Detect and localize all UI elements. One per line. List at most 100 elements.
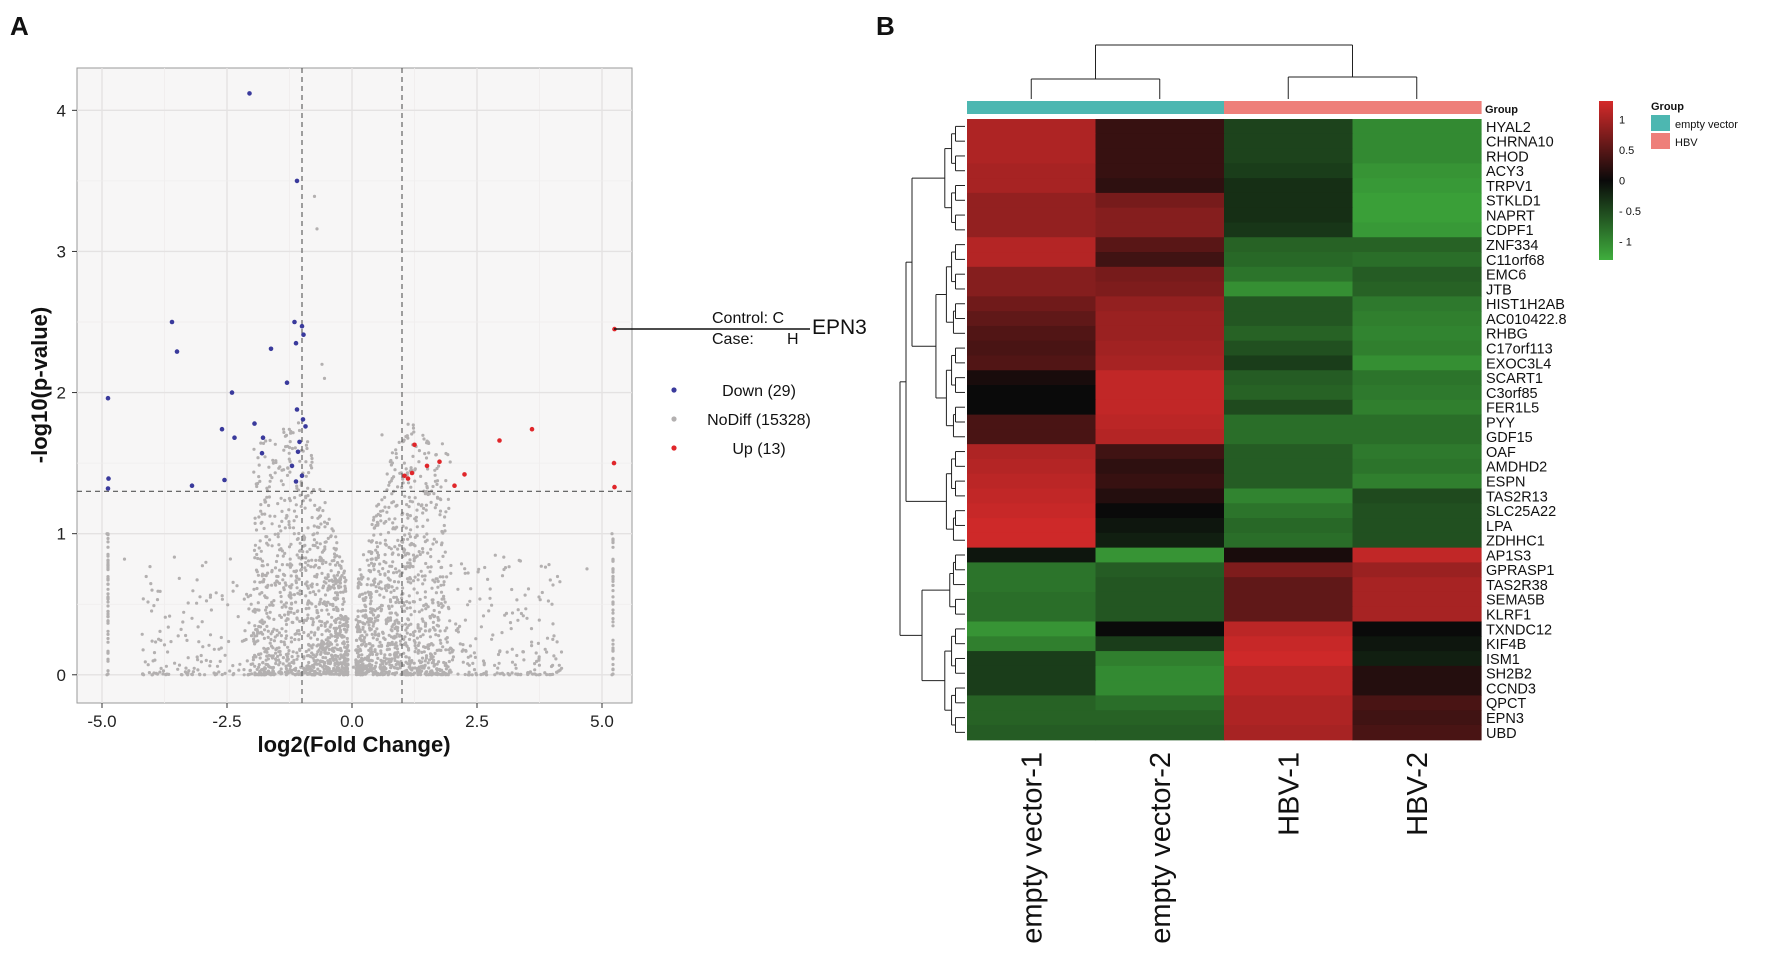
nodiff-point bbox=[198, 673, 202, 677]
nodiff-point bbox=[354, 673, 358, 677]
nodiff-point bbox=[269, 632, 273, 636]
nodiff-point bbox=[320, 571, 324, 576]
nodiff-point bbox=[521, 650, 525, 654]
nodiff-point bbox=[266, 672, 270, 676]
nodiff-point bbox=[368, 642, 372, 646]
nodiff-point bbox=[443, 600, 447, 604]
nodiff-point bbox=[338, 621, 342, 625]
nodiff-point bbox=[404, 643, 408, 647]
nodiff-point bbox=[327, 612, 331, 616]
nodiff-point bbox=[259, 521, 263, 525]
legend-marker-down bbox=[671, 387, 677, 393]
nodiff-point bbox=[417, 550, 421, 554]
nodiff-point bbox=[313, 669, 317, 674]
nodiff-point bbox=[611, 558, 615, 562]
down-point bbox=[260, 435, 266, 441]
heatmap-cell bbox=[967, 562, 1097, 578]
nodiff-point bbox=[437, 603, 441, 608]
nodiff-point bbox=[334, 535, 338, 539]
nodiff-point bbox=[422, 650, 426, 654]
nodiff-point bbox=[443, 550, 447, 554]
column-label: empty vector-1 bbox=[1016, 752, 1048, 944]
nodiff-point bbox=[461, 643, 465, 647]
nodiff-point bbox=[328, 662, 332, 666]
nodiff-point bbox=[481, 614, 486, 618]
nodiff-point bbox=[318, 487, 322, 492]
nodiff-point bbox=[305, 446, 309, 451]
heatmap-cell bbox=[1095, 385, 1225, 401]
nodiff-point bbox=[311, 620, 315, 624]
nodiff-point bbox=[357, 594, 361, 599]
nodiff-point bbox=[333, 555, 337, 559]
nodiff-point bbox=[484, 670, 488, 674]
nodiff-point bbox=[384, 667, 388, 671]
nodiff-point bbox=[539, 564, 543, 568]
nodiff-point bbox=[386, 583, 390, 587]
nodiff-point bbox=[106, 536, 110, 541]
heatmap-cell bbox=[967, 414, 1097, 430]
nodiff-point bbox=[287, 545, 292, 549]
nodiff-point bbox=[339, 617, 343, 621]
nodiff-point bbox=[408, 561, 412, 566]
nodiff-point bbox=[368, 626, 372, 630]
nodiff-point bbox=[320, 362, 324, 366]
row-label: NAPRT bbox=[1486, 209, 1535, 225]
nodiff-point bbox=[332, 583, 336, 587]
nodiff-point bbox=[336, 570, 341, 575]
nodiff-point bbox=[257, 665, 261, 669]
nodiff-point bbox=[509, 627, 513, 631]
heatmap-cell bbox=[1352, 532, 1482, 549]
nodiff-point bbox=[285, 634, 289, 638]
down-point bbox=[169, 319, 175, 325]
nodiff-point bbox=[335, 580, 340, 584]
nodiff-point bbox=[379, 609, 383, 613]
nodiff-point bbox=[297, 669, 301, 673]
nodiff-point bbox=[387, 604, 391, 608]
nodiff-point bbox=[468, 644, 472, 648]
nodiff-point bbox=[436, 600, 440, 605]
nodiff-point bbox=[212, 671, 216, 675]
nodiff-point bbox=[360, 577, 364, 581]
nodiff-point bbox=[273, 532, 277, 536]
nodiff-point bbox=[526, 587, 531, 591]
nodiff-point bbox=[450, 650, 454, 654]
nodiff-point bbox=[422, 645, 426, 649]
nodiff-point bbox=[405, 626, 409, 630]
nodiff-point bbox=[369, 607, 373, 611]
nodiff-point bbox=[326, 671, 330, 675]
nodiff-point bbox=[317, 525, 321, 530]
nodiff-point bbox=[379, 532, 383, 536]
nodiff-point bbox=[470, 673, 474, 677]
nodiff-point bbox=[446, 453, 450, 457]
nodiff-point bbox=[315, 531, 319, 535]
nodiff-point bbox=[431, 578, 435, 582]
nodiff-point bbox=[217, 670, 221, 674]
nodiff-point bbox=[426, 551, 430, 555]
nodiff-point bbox=[307, 471, 311, 475]
heatmap-cell bbox=[1224, 724, 1354, 741]
nodiff-point bbox=[467, 663, 471, 667]
nodiff-point bbox=[219, 635, 223, 640]
nodiff-point bbox=[279, 496, 283, 500]
nodiff-point bbox=[190, 616, 194, 620]
nodiff-point bbox=[267, 465, 271, 469]
nodiff-point bbox=[334, 563, 338, 567]
row-label: C17orf113 bbox=[1486, 342, 1553, 358]
nodiff-point bbox=[340, 607, 345, 612]
nodiff-point bbox=[281, 483, 285, 487]
nodiff-point bbox=[611, 620, 615, 624]
nodiff-point bbox=[510, 671, 514, 675]
nodiff-point bbox=[416, 578, 420, 582]
nodiff-point bbox=[433, 473, 437, 477]
heatmap-cell bbox=[1095, 680, 1225, 697]
nodiff-point bbox=[361, 672, 365, 676]
nodiff-point bbox=[209, 659, 213, 664]
nodiff-point bbox=[493, 673, 497, 677]
nodiff-point bbox=[372, 533, 376, 537]
nodiff-point bbox=[338, 555, 342, 559]
epn3-annotation: Control: C Case: H EPN3 bbox=[614, 310, 867, 348]
group-legend: Group empty vector HBV bbox=[1651, 101, 1738, 149]
nodiff-point bbox=[310, 651, 314, 655]
nodiff-point bbox=[375, 541, 379, 545]
nodiff-point bbox=[307, 648, 311, 652]
